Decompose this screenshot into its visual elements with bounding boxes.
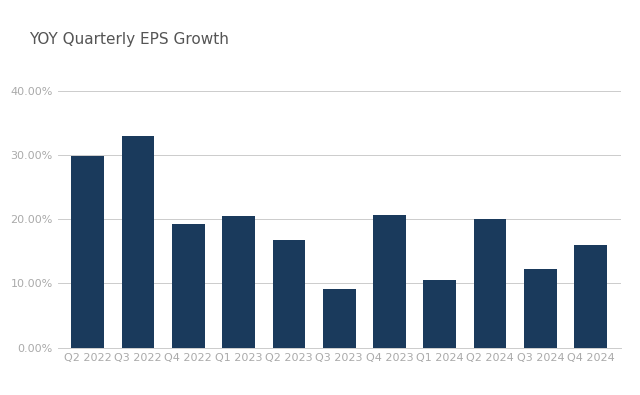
Bar [122, 136, 154, 348]
Bar [273, 241, 305, 348]
Bar [323, 288, 356, 348]
Bar [72, 156, 104, 348]
Bar [574, 245, 607, 348]
Text: YOY Quarterly EPS Growth: YOY Quarterly EPS Growth [29, 32, 228, 47]
Bar [222, 216, 255, 348]
Bar [424, 280, 456, 348]
Bar [373, 215, 406, 348]
Bar [524, 269, 557, 348]
Bar [474, 218, 506, 348]
Bar [172, 224, 205, 348]
